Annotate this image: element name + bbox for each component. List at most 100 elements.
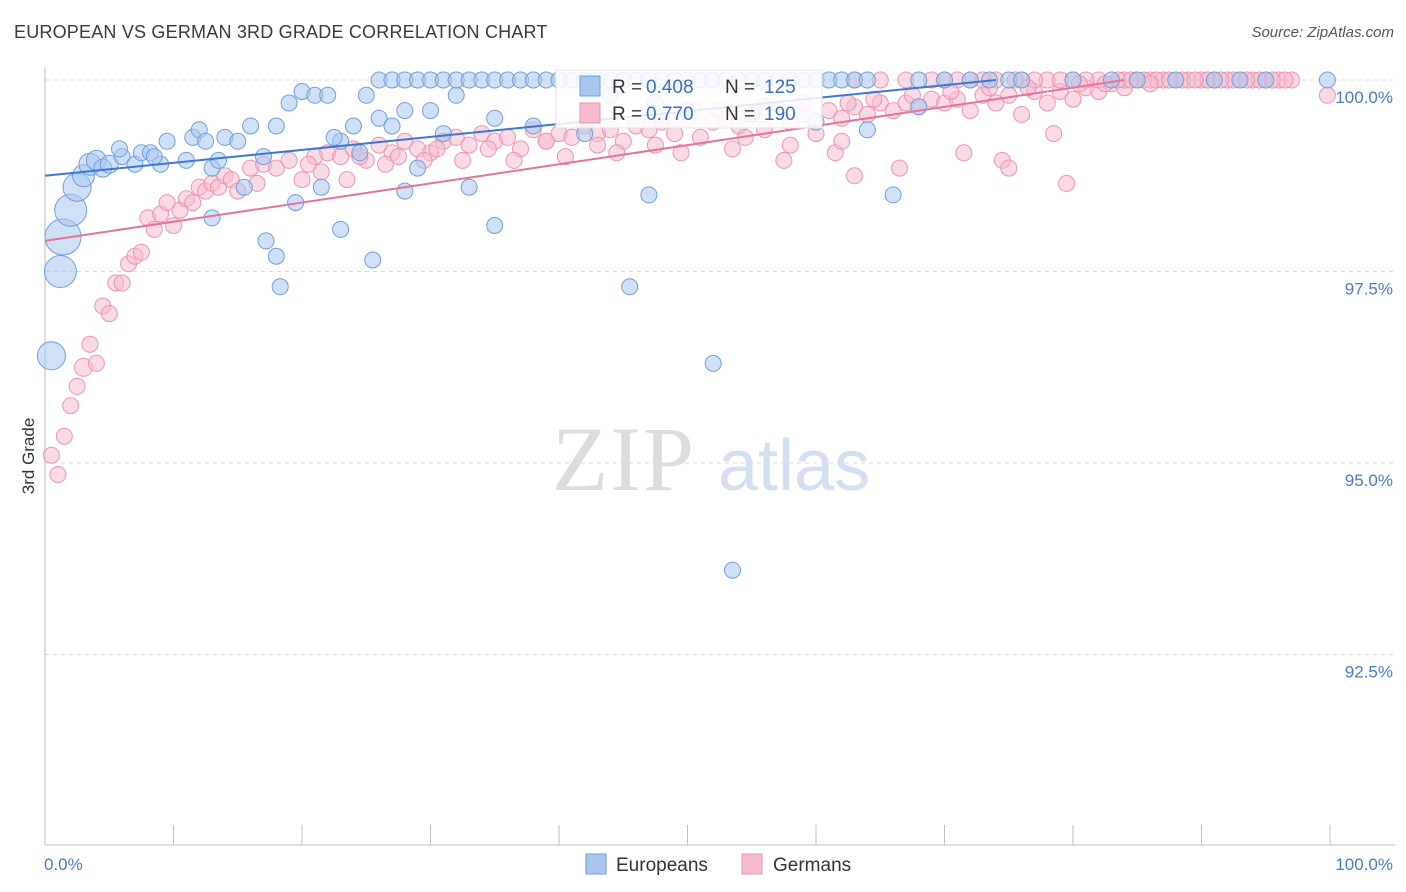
legend-r-label-europeans: R = (612, 77, 642, 98)
european-point-53 (486, 217, 504, 234)
european-point-109 (1205, 71, 1223, 89)
watermark-atlas: atlas (718, 426, 870, 506)
european-point-12 (111, 140, 128, 158)
german-point-123 (589, 136, 606, 154)
european-point-27 (255, 148, 272, 166)
european-point-37 (383, 117, 401, 135)
watermark: ZIP atlas (552, 408, 870, 510)
european-point-32 (319, 86, 337, 104)
european-point-39 (409, 159, 427, 177)
bottom-legend: Europeans Germans (585, 853, 851, 876)
european-point-112 (1318, 71, 1336, 89)
european-point-111 (1257, 71, 1275, 89)
german-point-48 (473, 125, 491, 143)
german-point-6 (81, 335, 99, 353)
german-trend-line (44, 79, 1125, 242)
bottom-legend-swatch-europeans (585, 853, 607, 875)
european-point-28 (267, 117, 285, 135)
german-point-125 (479, 140, 497, 158)
german-point-89 (1000, 86, 1018, 104)
trend-lines (44, 79, 1125, 242)
legend-n-label-germans: N = (725, 104, 755, 125)
legend-swatch-germans (579, 102, 601, 124)
y-axis-label: 3rd Grade (19, 418, 38, 495)
german-point-7 (87, 354, 105, 372)
german-point-14 (132, 243, 150, 261)
european-point-25 (229, 132, 247, 150)
chart-title: EUROPEAN VS GERMAN 3RD GRADE CORRELATION… (14, 22, 548, 42)
german-point-181 (865, 90, 883, 108)
european-point-54 (640, 186, 658, 204)
european-point-105 (1064, 71, 1082, 89)
german-point-50 (499, 128, 517, 146)
european-point-35 (357, 86, 375, 104)
european-point-21 (197, 132, 215, 150)
bottom-legend-label-germans: Germans (773, 855, 851, 876)
german-point-2 (55, 427, 73, 445)
x-tick-label-right: 100.0% (1335, 855, 1393, 874)
european-point-58 (884, 186, 902, 204)
european-point-59 (203, 209, 221, 227)
european-point-120 (351, 144, 369, 162)
european-point-1 (43, 255, 77, 288)
european-point-29 (280, 94, 298, 112)
legend-n-value-germans: 190 (764, 104, 796, 125)
german-point-124 (537, 132, 555, 150)
european-point-104 (1013, 71, 1031, 89)
bottom-legend-swatch-germans (741, 853, 763, 875)
european-trend-line (44, 79, 997, 177)
german-point-102 (377, 155, 394, 173)
german-point-108 (672, 144, 690, 162)
german-point-106 (556, 148, 574, 166)
german-point-114 (955, 144, 973, 162)
y-tick-label-1: 97.5% (1345, 280, 1393, 299)
european-point-45 (267, 247, 285, 265)
european-point-34 (344, 117, 362, 135)
german-point-34 (293, 171, 311, 189)
bottom-legend-label-europeans: Europeans (616, 855, 708, 876)
german-point-33 (280, 151, 298, 169)
legend-r-label-germans: R = (612, 104, 642, 125)
german-point-92 (1038, 94, 1056, 112)
european-point-26 (242, 117, 260, 135)
german-point-3 (62, 397, 80, 415)
german-point-11 (113, 274, 131, 292)
legend-r-value-europeans: 0.408 (646, 77, 694, 98)
german-point-127 (389, 148, 407, 166)
german-point-117 (1045, 125, 1063, 143)
european-point-55 (621, 278, 639, 296)
y-tick-label-3: 92.5% (1345, 663, 1393, 682)
european-point-42 (447, 86, 465, 104)
european-point-41 (434, 125, 452, 143)
european-point-52 (460, 178, 478, 196)
german-point-109 (724, 140, 741, 158)
european-series (36, 71, 1336, 579)
european-point-0 (36, 341, 66, 371)
european-point-106 (1103, 71, 1120, 89)
y-tick-label-2: 95.0% (1345, 471, 1393, 490)
european-point-44 (257, 232, 275, 250)
watermark-zip: ZIP (552, 408, 696, 510)
german-point-180 (839, 94, 857, 112)
source-label: Source: ZipAtlas.com (1251, 24, 1394, 41)
legend-n-label-europeans: N = (725, 77, 755, 98)
german-point-104 (454, 151, 472, 169)
german-point-119 (833, 132, 851, 150)
german-point-94 (1064, 90, 1082, 108)
tick-labels: 100.0% 97.5% 95.0% 92.5% 0.0% 100.0% (44, 88, 1393, 874)
european-point-110 (1231, 71, 1249, 89)
european-point-38 (396, 102, 414, 120)
european-point-56 (704, 354, 722, 372)
german-point-47 (460, 136, 478, 154)
european-point-16 (145, 148, 163, 166)
german-point-126 (428, 140, 446, 158)
european-point-107 (1128, 71, 1146, 89)
german-point-86 (961, 102, 979, 120)
german-point-161 (1186, 71, 1204, 89)
german-point-65 (691, 128, 709, 146)
european-point-57 (724, 561, 741, 579)
european-point-108 (1167, 71, 1185, 89)
european-point-46 (271, 278, 289, 296)
german-point-107 (608, 144, 626, 162)
